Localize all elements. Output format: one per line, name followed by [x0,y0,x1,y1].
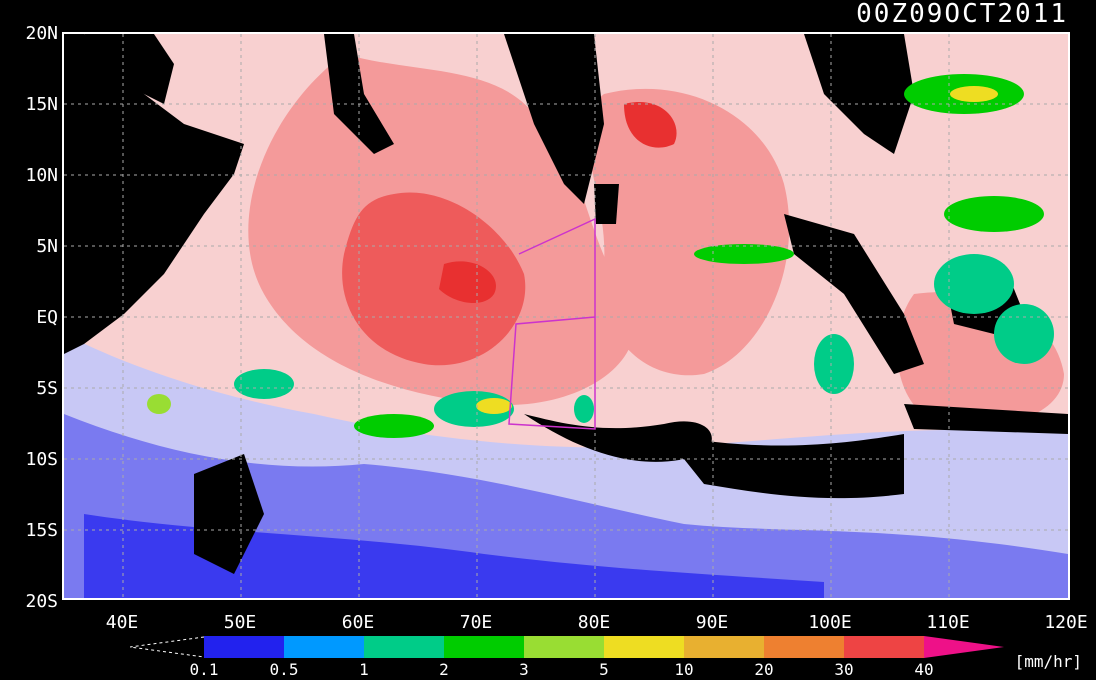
land-india [504,34,604,204]
land-madagascar [194,454,264,574]
colorbar [130,636,1004,658]
timestamp-label: 00Z09OCT2011 [856,0,1068,29]
colorbar-underflow-arrow [130,636,205,658]
rain-region-east [587,88,790,376]
lat-label: 5N [36,236,58,257]
land-sumatra [784,214,924,374]
lon-label: 90E [695,612,729,633]
lat-label: 10S [25,449,58,470]
lat-label: 20S [25,591,58,612]
land-africa [64,34,244,354]
land-java [904,404,1068,434]
colorbar-segment [684,636,764,658]
land-arabia-coast [324,34,394,154]
map-svg [64,34,1068,598]
lat-label: 15N [25,94,58,115]
lon-label: 40E [105,612,139,633]
colorbar-segment [604,636,684,658]
lon-label: 60E [341,612,375,633]
units-label: [mm/hr] [1014,652,1082,671]
colorbar-tick-label: 1 [359,660,369,679]
drizzle-region-verylow [84,514,824,598]
lon-label: 70E [459,612,493,633]
rain-region-deep [439,261,496,304]
colorbar-segment [204,636,284,658]
colorbar-tick-label: 0.1 [189,660,219,679]
lat-label: 20N [25,23,58,44]
colorbar-segment [444,636,524,658]
colorbar-tick-label: 20 [754,660,774,679]
lon-label: 100E [808,612,852,633]
rain-region-red [342,192,526,366]
colorbar-tick-label: 30 [834,660,854,679]
lat-label: 10N [25,165,58,186]
lon-label: 50E [223,612,257,633]
colorbar-segment [844,636,924,658]
colorbar-segment [284,636,364,658]
precipitation-map [62,32,1070,600]
colorbar-tick-label: 40 [914,660,934,679]
graticule [64,34,1068,598]
colorbar-tick-label: 10 [674,660,694,679]
colorbar-segment [364,636,444,658]
lat-label: 15S [25,520,58,541]
colorbar-tick-label: 5 [599,660,609,679]
dry-region-east [664,434,904,499]
dry-region-central [524,414,712,462]
colorbar-tick-label: 3 [519,660,529,679]
land-arabia [84,34,174,104]
lon-label: 80E [577,612,611,633]
colorbar-tick-label: 0.5 [269,660,299,679]
land-srilanka [594,184,619,224]
lon-label: 120E [1044,612,1088,633]
colorbar-tick-label: 2 [439,660,449,679]
rain-region-bay [624,102,677,148]
track-polygon [508,217,596,430]
colorbar-overflow-arrow [924,636,1004,658]
lat-label: EQ [36,307,58,328]
colorbar-segment [764,636,844,658]
colorbar-segment [524,636,604,658]
lat-label: 5S [36,378,58,399]
lon-label: 110E [926,612,970,633]
